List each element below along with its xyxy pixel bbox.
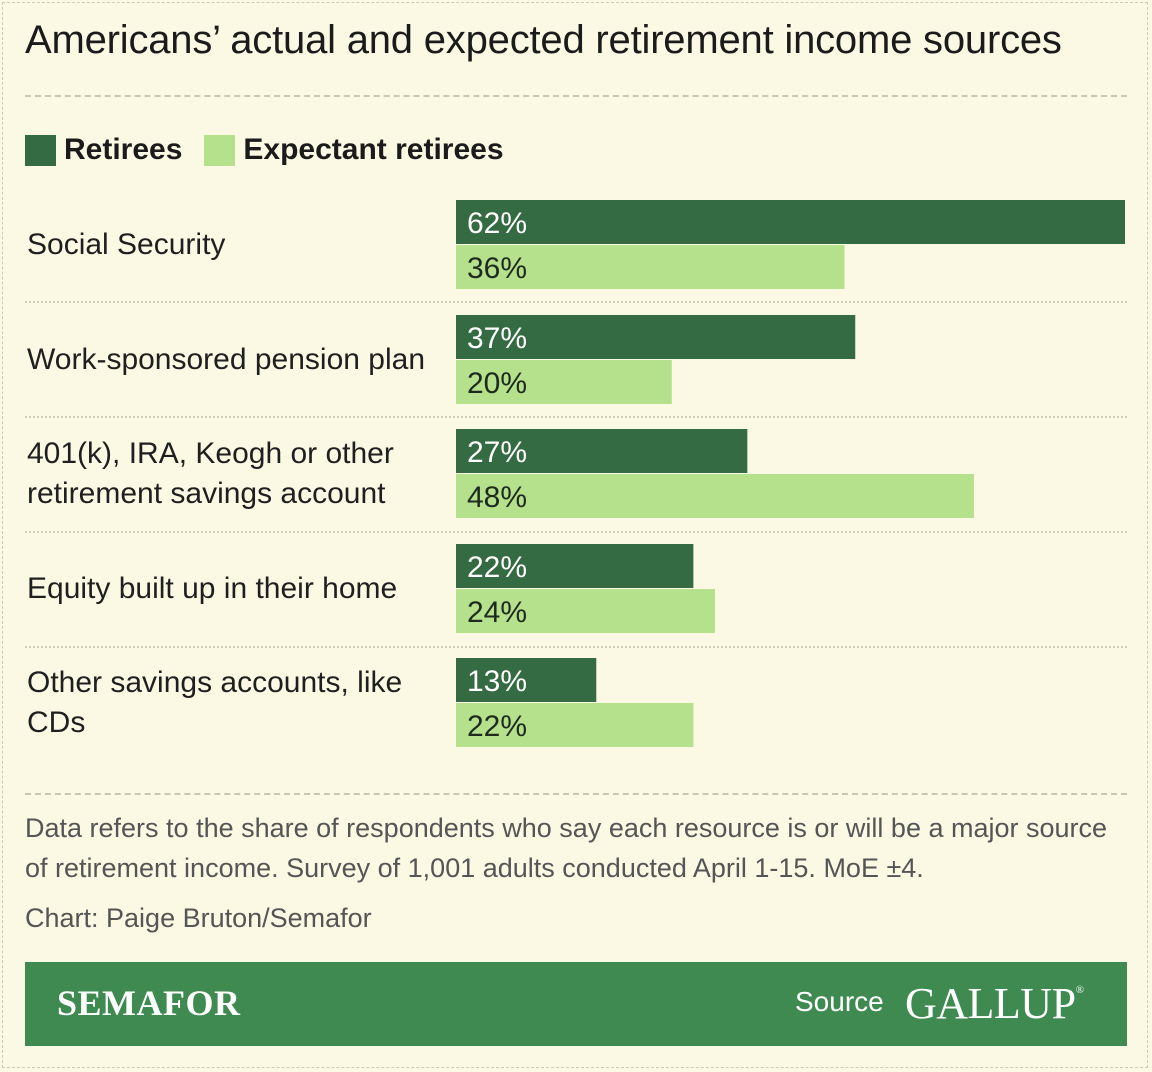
semafor-logo: SEMAFOR — [57, 983, 241, 1023]
category-label-other-savings: Other savings accounts, like CDs — [27, 666, 403, 739]
category-label-social-security: Social Security — [27, 228, 226, 261]
category-label-401k: 401(k), IRA, Keogh or other retirement s… — [27, 437, 394, 510]
chart-credit: Chart: Paige Bruton/Semafor — [25, 903, 372, 933]
legend-swatch-retirees — [25, 134, 56, 166]
source-label: Source — [795, 986, 884, 1017]
legend-item-retirees: Retirees — [25, 133, 182, 167]
category-label-pension: Work-sponsored pension plan — [27, 343, 426, 376]
legend-item-expectant-retirees: Expectant retirees — [204, 133, 504, 167]
category-label-home-equity: Equity built up in their home — [27, 572, 398, 605]
row-separator — [25, 531, 1127, 533]
row-separator — [25, 416, 1127, 418]
legend-swatch-expectant-retirees — [204, 134, 236, 166]
title-divider — [25, 95, 1127, 97]
source-name: GALLUP — [905, 979, 1076, 1028]
legend-label-retirees: Retirees — [64, 133, 183, 166]
row-separator — [25, 646, 1127, 648]
chart-note: Data refers to the share of respondents … — [25, 813, 1108, 883]
notes-divider — [25, 793, 1127, 795]
chart-title: Americans’ actual and expected retiremen… — [25, 18, 1062, 62]
registered-mark: ® — [1075, 984, 1084, 996]
legend-label-expectant-retirees: Expectant retirees — [243, 133, 504, 166]
row-separator — [25, 301, 1127, 303]
gallup-logo: GALLUP® — [905, 978, 1084, 1029]
footer-bar: SEMAFOR Source GALLUP® — [25, 962, 1127, 1046]
legend: Retirees Expectant retirees — [25, 132, 526, 168]
